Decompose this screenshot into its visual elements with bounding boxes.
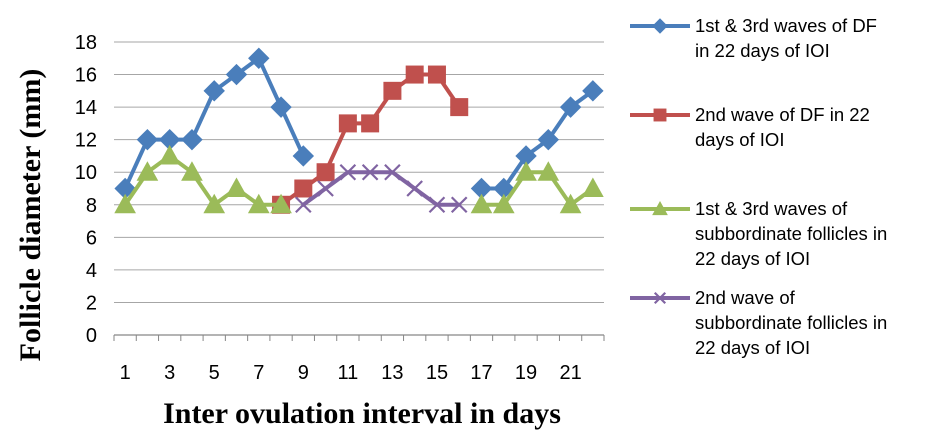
data-point-diamond — [582, 80, 604, 102]
legend-item: 2nd wave of DF in 22 days of IOI — [630, 104, 870, 150]
x-tick-label: 13 — [381, 362, 403, 384]
x-tick-label: 15 — [426, 362, 448, 384]
y-tick-label: 18 — [75, 32, 97, 54]
y-tick-label: 12 — [75, 130, 97, 152]
series-1 — [114, 47, 604, 200]
legend: 1st & 3rd waves of DF in 22 days of IOI 2n… — [630, 15, 887, 358]
y-tick-label: 8 — [86, 195, 97, 217]
data-point-x — [339, 163, 357, 181]
y-tick-label: 6 — [86, 227, 97, 249]
legend-label: 22 days of IOI — [695, 248, 810, 269]
data-point-diamond — [248, 47, 270, 69]
x-axis-title: Inter ovulation interval in days — [163, 397, 561, 430]
data-point-diamond — [559, 96, 582, 118]
data-point-triangle — [136, 161, 159, 181]
y-tick-label: 14 — [75, 97, 97, 119]
data-point-triangle — [470, 193, 493, 214]
y-tick-label: 10 — [75, 162, 97, 184]
x-tick-label: 9 — [298, 362, 309, 384]
y-tick-label: 2 — [86, 292, 97, 314]
legend-label: subbordinate follicles in — [695, 312, 887, 333]
data-point-triangle — [515, 161, 537, 181]
legend-label: 1st & 3rd waves of DF — [695, 15, 877, 36]
data-point-diamond — [225, 63, 248, 86]
data-point-triangle — [225, 177, 248, 197]
series-2 — [272, 65, 469, 214]
y-axis-title: Follicle diameter (mm) — [14, 69, 47, 362]
data-point-x — [428, 196, 446, 214]
data-point-triangle — [181, 161, 203, 181]
data-point-diamond — [652, 18, 668, 34]
x-tick-label: 7 — [253, 362, 264, 384]
data-point-x — [317, 180, 334, 197]
series-4 — [295, 163, 468, 214]
x-tick-label: 1 — [120, 362, 131, 384]
data-point-x — [361, 163, 379, 181]
legend-label: days of IOI — [695, 129, 784, 150]
data-point-triangle — [559, 193, 582, 214]
data-point-square — [361, 114, 380, 133]
data-point-x — [653, 291, 667, 305]
legend-label: 22 days of IOI — [695, 337, 810, 358]
data-point-triangle — [652, 200, 668, 216]
data-point-triangle — [537, 161, 560, 181]
data-point-diamond — [136, 128, 159, 151]
legend-item: 2nd wave of subbordinate follicles in 22 d… — [630, 287, 887, 358]
legend-label: subbordinate follicles in — [695, 223, 887, 244]
data-point-square — [653, 108, 667, 122]
x-tick-label: 5 — [209, 362, 220, 384]
data-point-triangle — [582, 177, 604, 197]
legend-label: in 22 days of IOI — [695, 40, 830, 61]
legend-label: 2nd wave of — [695, 287, 796, 308]
data-point-x — [384, 163, 401, 181]
data-point-square — [294, 179, 313, 198]
data-point-x — [295, 196, 312, 214]
data-point-x — [406, 180, 423, 197]
x-tick-label: 19 — [515, 362, 537, 384]
data-point-diamond — [537, 128, 560, 151]
data-point-diamond — [203, 80, 225, 102]
data-point-diamond — [181, 128, 203, 151]
x-tick-label: 21 — [559, 362, 581, 384]
data-point-diamond — [270, 96, 292, 118]
data-point-x — [450, 196, 468, 214]
data-point-square — [450, 98, 469, 117]
x-tick-label: 17 — [470, 362, 492, 384]
legend-label: 2nd wave of DF in 22 — [695, 104, 870, 125]
data-point-triangle — [247, 193, 270, 214]
data-point-square — [427, 65, 446, 84]
series-lines — [114, 47, 604, 214]
legend-label: 1st & 3rd waves of — [695, 198, 848, 219]
series-3 — [114, 144, 604, 214]
data-point-square — [316, 163, 335, 182]
data-point-triangle — [270, 193, 292, 214]
data-point-triangle — [114, 193, 136, 214]
data-point-triangle — [203, 193, 226, 214]
y-tick-label: 16 — [75, 65, 97, 87]
legend-item: 1st & 3rd waves of DF in 22 days of IOI — [630, 15, 877, 61]
x-tick-label: 3 — [164, 362, 175, 384]
data-point-triangle — [492, 193, 515, 214]
data-point-diamond — [292, 145, 315, 167]
data-point-triangle — [158, 144, 181, 165]
data-point-square — [383, 81, 402, 100]
y-tick-label: 4 — [86, 260, 97, 282]
data-point-square — [338, 114, 357, 133]
legend-item: 1st & 3rd waves of subbordinate follicles… — [630, 198, 887, 269]
y-tick-label: 0 — [86, 325, 97, 347]
x-tick-label: 11 — [337, 362, 358, 384]
data-point-square — [405, 65, 424, 84]
